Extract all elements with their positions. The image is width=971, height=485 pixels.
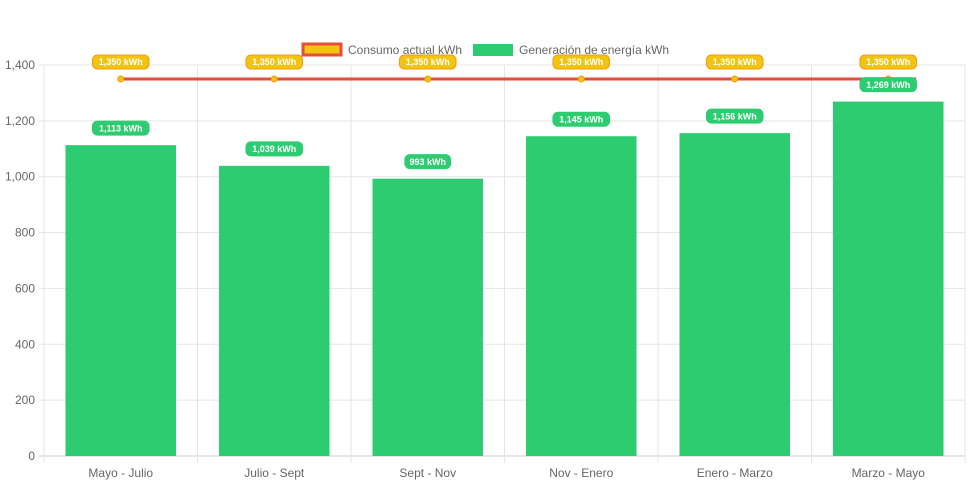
bar-data-label-box [859,77,918,93]
consumption-data-label-text: 1,350 kWh [559,57,603,67]
y-tick-label: 1,000 [5,170,35,184]
bar-4[interactable] [525,136,637,457]
consumption-data-label: 1,350 kWh [398,54,457,70]
y-grid: 0 200 400 600 800 1,000 1,200 1,400 [5,58,965,463]
consumption-point-5[interactable] [731,75,739,83]
bar-data-label: 993 kWh [404,154,452,170]
consumption-data-label-box [245,54,304,70]
consumption-data-label: 1,350 kWh [91,54,150,70]
consumption-data-label: 1,350 kWh [552,54,611,70]
x-tick-label: Enero - Marzo [697,466,773,480]
legend-swatch-consumption [301,42,343,57]
bar-data-label-text: 1,113 kWh [99,123,143,133]
consumption-point-3[interactable] [424,75,432,83]
y-tick-label: 1,200 [5,114,35,128]
y-tick-label: 200 [15,393,35,407]
consumption-data-label-text: 1,350 kWh [99,57,143,67]
legend-label-consumption: Consumo actual kWh [348,43,462,57]
y-tick-label: 400 [15,337,35,351]
bar-3[interactable] [372,178,484,456]
y-tick-label: 800 [15,226,35,240]
bar-data-label: 1,156 kWh [705,108,764,124]
bar-5[interactable] [679,133,791,456]
x-axis: Mayo - Julio Julio - Sept Sept - Nov Nov - … [88,466,925,480]
consumption-point-4[interactable] [577,75,585,83]
bar-series [65,101,944,457]
consumption-data-label-text: 1,350 kWh [866,57,910,67]
consumption-data-label-box [552,54,611,70]
consumption-data-label-text: 1,350 kWh [713,57,757,67]
bar-data-label-box [552,111,611,127]
bar-data-label: 1,113 kWh [91,120,150,136]
x-grid [43,65,966,463]
consumption-data-label: 1,350 kWh [859,54,918,70]
bar-data-label: 1,145 kWh [552,111,611,127]
bar-data-label-box [91,120,150,136]
bar-data-label: 1,269 kWh [859,77,918,93]
bar-6[interactable] [832,101,944,456]
y-tick-label: 600 [15,281,35,295]
legend-item-generation[interactable]: Generación de energía kWh [473,43,669,57]
consumption-data-label-text: 1,350 kWh [252,57,296,67]
x-tick-label: Marzo - Mayo [852,466,926,480]
bar-data-label-text: 1,156 kWh [713,111,757,121]
bar-data-label-text: 993 kWh [409,157,446,167]
consumption-point-1[interactable] [117,75,125,83]
x-tick-label: Nov - Enero [549,466,613,480]
consumption-data-label-box [398,54,457,70]
bar-data-label-box [705,108,764,124]
bar-data-label-text: 1,269 kWh [866,80,910,90]
bar-data-label-box [404,154,452,170]
bar-data-label-text: 1,145 kWh [559,114,603,124]
bar-data-label-box [245,141,304,157]
bar-data-label: 1,039 kWh [245,141,304,157]
x-tick-label: Sept - Nov [399,466,456,480]
bar-1[interactable] [65,145,177,456]
bar-data-label-text: 1,039 kWh [252,144,296,154]
legend-item-consumption[interactable]: Consumo actual kWh [301,42,462,57]
x-tick-label: Julio - Sept [244,466,305,480]
consumption-data-label-box [859,54,918,70]
legend: Consumo actual kWh Generación de energía … [301,42,669,57]
bar-2[interactable] [218,165,330,456]
x-tick-label: Mayo - Julio [88,466,153,480]
consumption-data-label-box [91,54,150,70]
legend-label-generation: Generación de energía kWh [519,43,669,57]
consumption-data-label-box [705,54,764,70]
legend-swatch-generation [473,44,513,56]
consumption-data-label: 1,350 kWh [705,54,764,70]
consumption-point-2[interactable] [270,75,278,83]
y-tick-label: 0 [28,449,35,463]
consumption-data-label: 1,350 kWh [245,54,304,70]
consumption-data-label-text: 1,350 kWh [406,57,450,67]
y-tick-label: 1,400 [5,58,35,72]
